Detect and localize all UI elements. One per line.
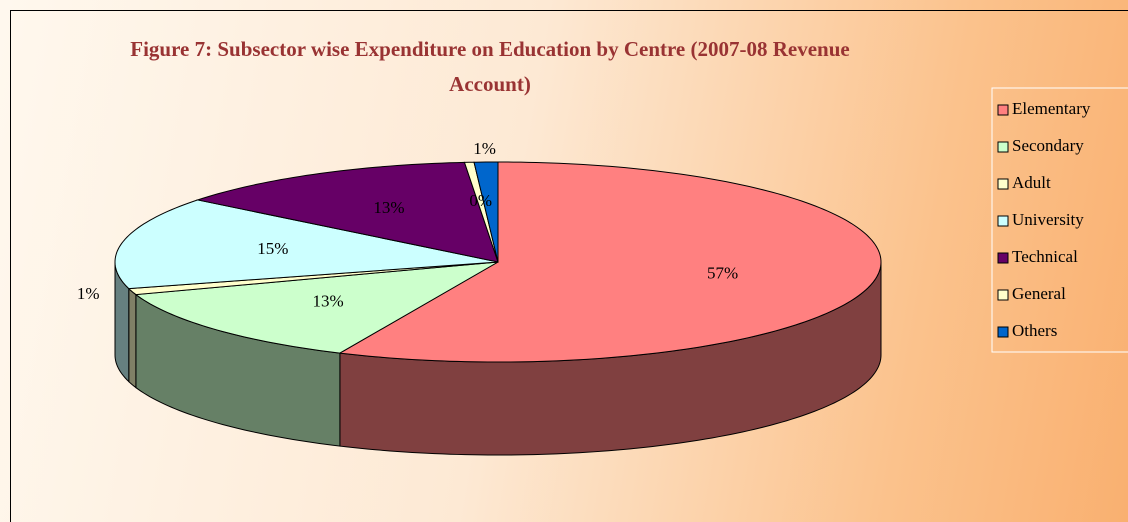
legend-swatch	[997, 104, 1009, 116]
data-label: 1%	[473, 139, 496, 158]
legend-swatch	[997, 326, 1009, 338]
data-label: 13%	[373, 198, 404, 217]
data-label: 13%	[312, 291, 343, 310]
legend-box	[991, 87, 1128, 353]
legend-swatch	[997, 141, 1009, 153]
chart-title: Figure 7: Subsector wise Expenditure on …	[130, 37, 850, 96]
legend-label: Adult	[1012, 173, 1051, 192]
slice	[195, 161, 499, 263]
chart-frame	[10, 10, 1128, 522]
data-label: 1%	[77, 284, 100, 303]
legend-label: Elementary	[1012, 99, 1091, 118]
legend-label: Technical	[1012, 247, 1078, 266]
slice	[134, 261, 499, 354]
slice	[338, 161, 882, 363]
legend-swatch	[997, 178, 1009, 190]
slice-side	[128, 287, 137, 389]
data-label: 0%	[469, 191, 492, 210]
legend-swatch	[997, 252, 1009, 264]
legend-swatch	[997, 215, 1009, 227]
legend-label: Secondary	[1012, 136, 1084, 155]
data-label: 57%	[707, 264, 738, 283]
slice	[114, 199, 499, 290]
legend-label: General	[1012, 284, 1066, 303]
slice	[473, 161, 499, 263]
legend-swatch	[997, 289, 1009, 301]
legend-label: University	[1012, 210, 1084, 229]
data-label: 15%	[257, 239, 288, 258]
legend-label: Others	[1012, 321, 1057, 340]
